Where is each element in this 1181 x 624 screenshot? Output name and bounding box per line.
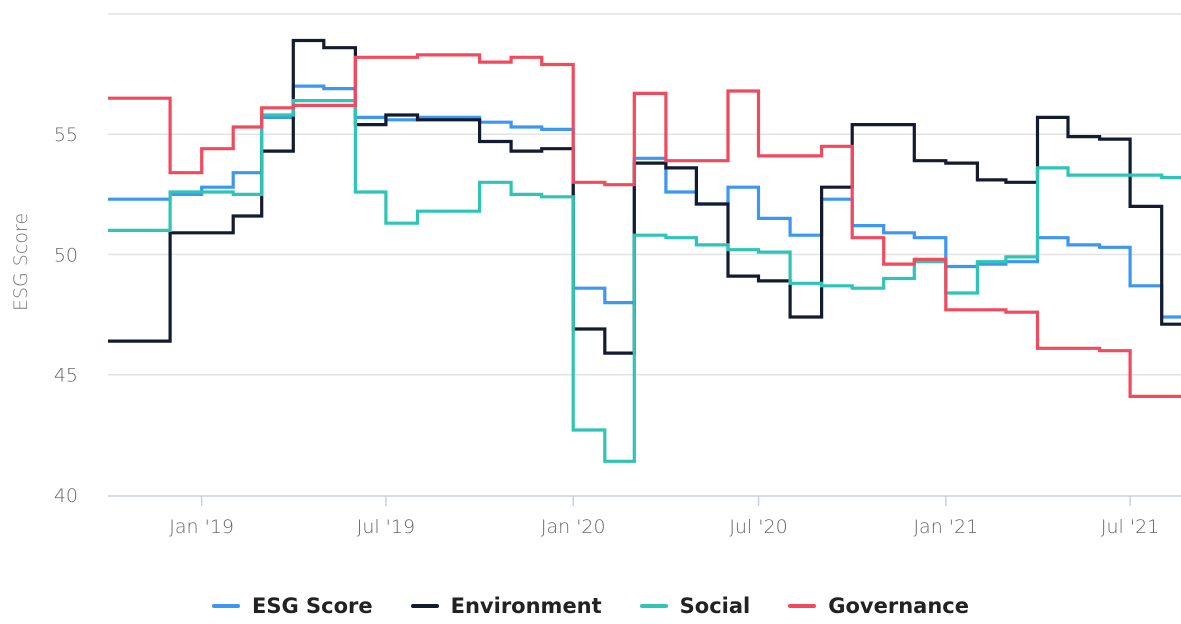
x-tick-label: Jan '19 [169,516,234,538]
x-tick-label: Jul '19 [357,516,415,538]
chart-canvas: 40 45 50 55 Jan '19 Jul '19 Jan '20 Jul '20 Jan … [10,13,1181,538]
series-layer [108,38,1181,463]
legend-label: Social [679,594,751,618]
x-tick-label: Jan '20 [541,516,606,538]
legend-swatch [410,604,439,608]
y-tick-label: 45 [54,365,78,387]
series-line-esg-score[interactable] [108,84,1181,319]
y-axis-title: ESG Score [10,213,32,311]
axis-layer: 40 45 50 55 Jan '19 Jul '19 Jan '20 Jul '20 Jan … [54,124,1181,538]
x-tick-label: Jul '20 [729,516,787,538]
legend-label: Environment [450,594,602,618]
legend-label: Governance [828,594,969,618]
series-line-environment[interactable] [108,38,1181,355]
legend-item-social[interactable]: Social [639,594,751,618]
legend: ESG Score Environment Social Governance [0,588,1181,624]
legend-swatch [639,604,668,608]
series-line-governance[interactable] [108,53,1181,398]
legend-item-esg-score[interactable]: ESG Score [212,594,373,618]
x-tick-label: Jan '21 [913,516,978,538]
x-tick-label: Jul '21 [1101,516,1159,538]
y-tick-label: 50 [54,244,78,266]
series-line-social[interactable] [108,99,1181,463]
grid-layer [108,13,1181,376]
legend-swatch [788,604,817,608]
legend-swatch [212,604,241,608]
legend-item-environment[interactable]: Environment [410,594,602,618]
y-tick-label: 55 [54,124,78,146]
legend-item-governance[interactable]: Governance [788,594,969,618]
y-tick-label: 40 [54,485,78,507]
legend-label: ESG Score [252,594,373,618]
